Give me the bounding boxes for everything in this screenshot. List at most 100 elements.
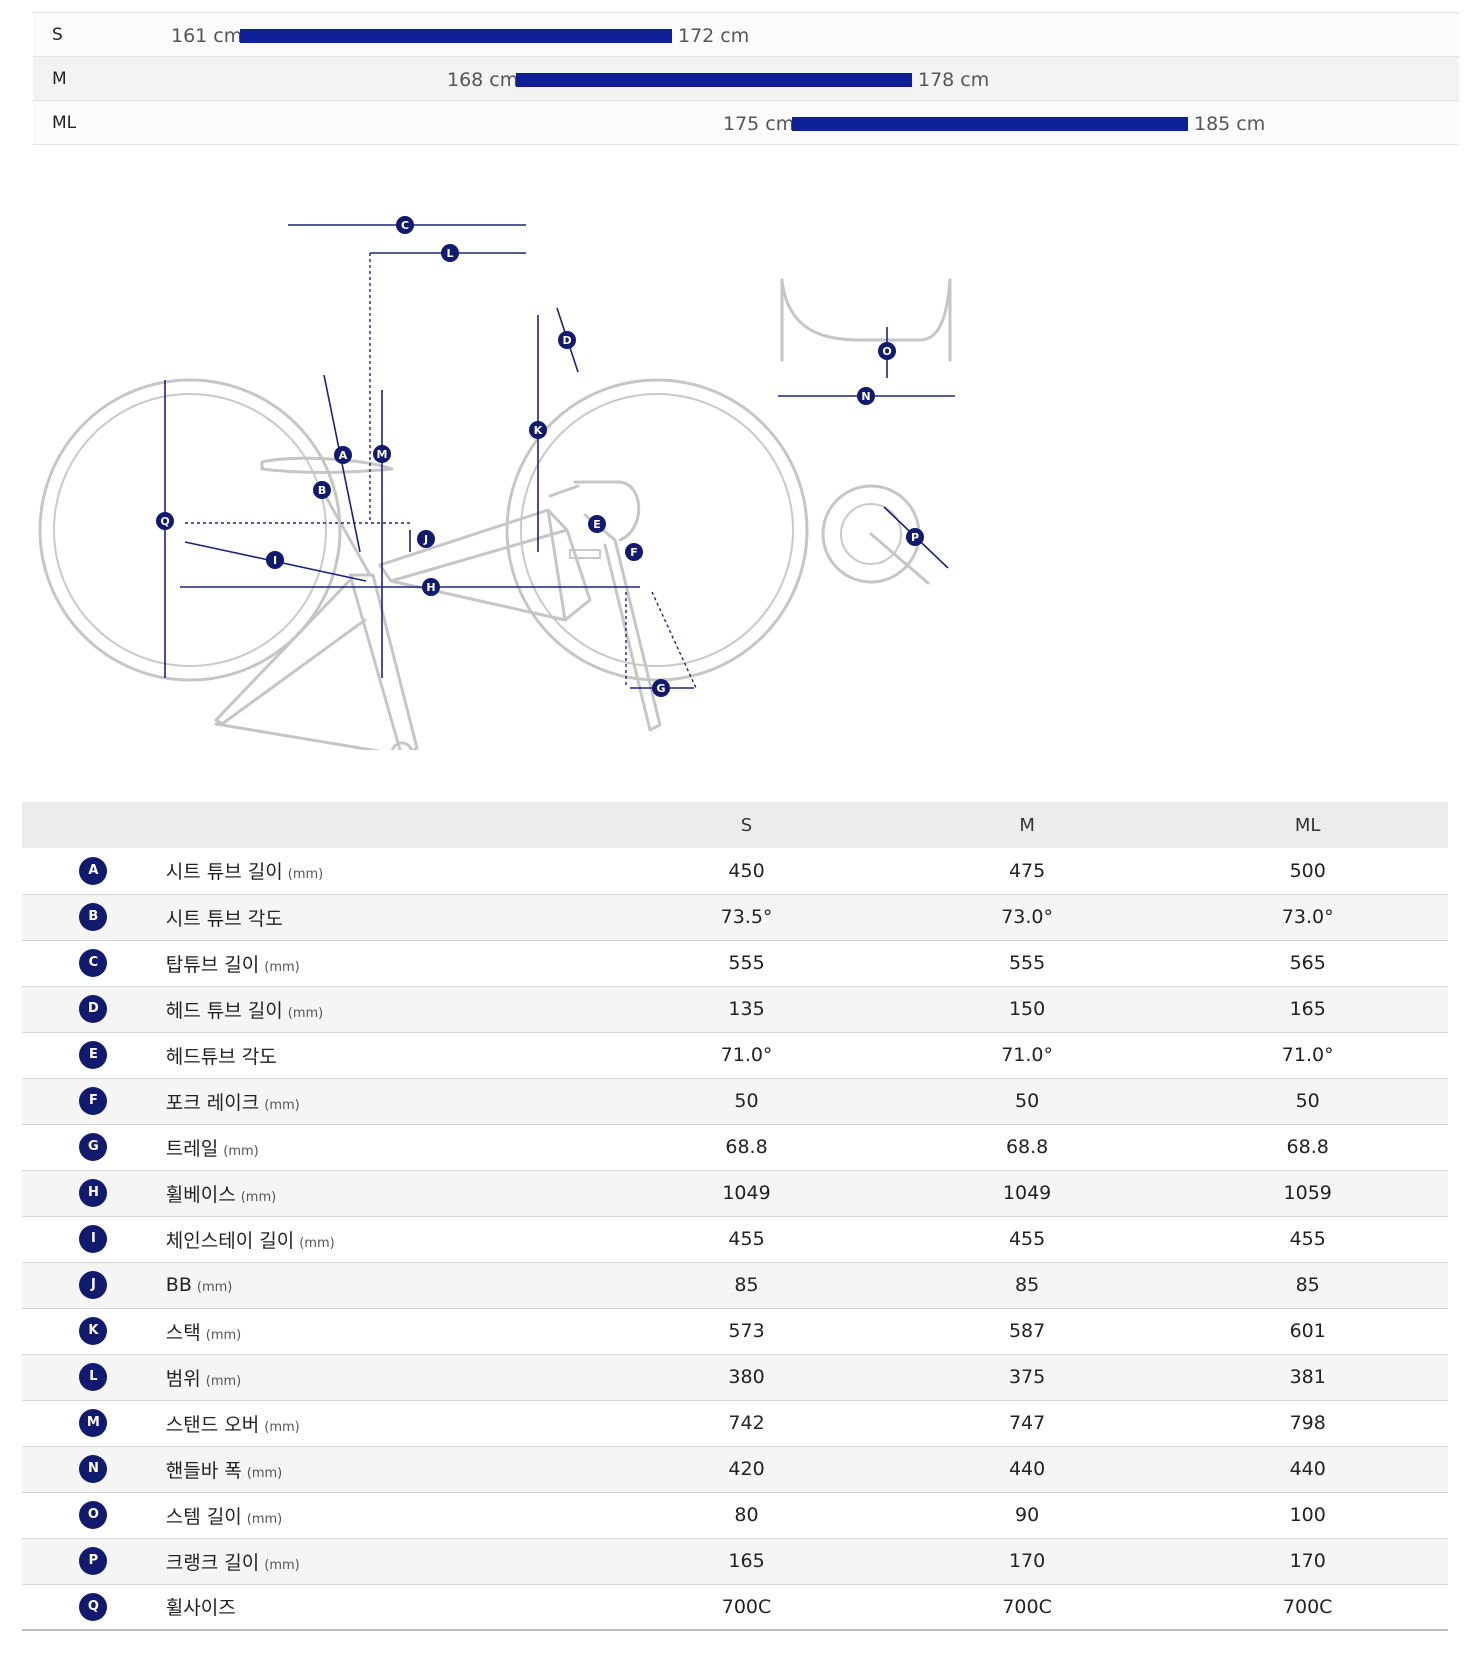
dimension-unit: (mm) bbox=[299, 1235, 335, 1251]
dimension-unit: (mm) bbox=[205, 1327, 242, 1343]
table-row: O 스템 길이 (mm) 80 90 100 bbox=[22, 1492, 1448, 1538]
value-cell-m: 71.0° bbox=[1001, 1044, 1053, 1066]
value-cell-s: 573 bbox=[728, 1320, 765, 1342]
value-cell-m: 90 bbox=[1015, 1504, 1040, 1526]
row-label-cell: 트레일 (mm) bbox=[165, 1124, 606, 1170]
table-row: D 헤드 튜브 길이 (mm) 135 150 165 bbox=[22, 986, 1448, 1032]
marker-o: O bbox=[878, 342, 896, 360]
table-row: N 핸들바 폭 (mm) 420 440 440 bbox=[22, 1446, 1448, 1492]
row-label-cell: 스택 (mm) bbox=[165, 1308, 606, 1354]
svg-text:F: F bbox=[630, 546, 638, 559]
row-badge-cell: L bbox=[22, 1354, 165, 1400]
row-badge-cell: G bbox=[22, 1124, 165, 1170]
row-label-cell: 헤드 튜브 길이 (mm) bbox=[165, 986, 606, 1032]
crankset-illustration bbox=[821, 484, 949, 585]
value-cell-m: 440 bbox=[1008, 1458, 1046, 1480]
value-cell-s: 455 bbox=[728, 1228, 765, 1250]
value-cell-m: 475 bbox=[1008, 859, 1046, 882]
table-row: J BB (mm) 85 85 85 bbox=[22, 1262, 1448, 1308]
diagram-markers: A B C D E F G H I J K L M N O P Q bbox=[156, 216, 924, 697]
table-header-row: S M ML bbox=[22, 802, 1448, 848]
seat-stay bbox=[214, 576, 367, 726]
column-header-s: S bbox=[740, 814, 753, 836]
dimension-letter-badge: C bbox=[79, 949, 108, 977]
value-cell-ml: 565 bbox=[1289, 952, 1326, 974]
svg-text:M: M bbox=[377, 448, 388, 461]
value-cell-m: 73.0° bbox=[1001, 906, 1053, 928]
svg-text:A: A bbox=[339, 449, 348, 462]
dimension-unit: (mm) bbox=[264, 1557, 300, 1573]
svg-text:P: P bbox=[911, 531, 919, 544]
dimension-label: BB bbox=[165, 1274, 192, 1296]
value-cell-m: 587 bbox=[1008, 1320, 1046, 1342]
drop-handlebar bbox=[573, 480, 641, 542]
value-cell-m: 375 bbox=[1008, 1366, 1046, 1388]
dimension-label: 트레일 bbox=[165, 1137, 219, 1160]
dimension-unit: (mm) bbox=[196, 1280, 233, 1295]
svg-text:N: N bbox=[861, 390, 870, 403]
table-row: F 포크 레이크 (mm) 50 50 50 bbox=[22, 1078, 1448, 1124]
value-cell-s: 450 bbox=[728, 859, 765, 882]
row-badge-cell: E bbox=[22, 1032, 165, 1078]
value-cell-s: 85 bbox=[734, 1274, 759, 1296]
dimension-letter-badge: I bbox=[79, 1225, 108, 1253]
value-cell-ml: 85 bbox=[1295, 1274, 1320, 1296]
dimension-label: 스택 bbox=[165, 1321, 201, 1344]
value-cell-ml: 170 bbox=[1289, 1550, 1326, 1572]
row-label-cell: 헤드튜브 각도 bbox=[165, 1032, 606, 1078]
marker-k: K bbox=[529, 421, 547, 439]
value-cell-ml: 798 bbox=[1289, 1412, 1326, 1434]
marker-j: J bbox=[417, 530, 435, 548]
value-cell-s: 80 bbox=[734, 1504, 759, 1526]
value-cell-m: 170 bbox=[1008, 1550, 1046, 1572]
svg-text:O: O bbox=[882, 345, 891, 358]
value-cell-ml: 165 bbox=[1289, 998, 1326, 1020]
svg-text:D: D bbox=[562, 334, 571, 347]
table-row: Q 휠사이즈 700C 700C 700C bbox=[22, 1584, 1448, 1630]
header-empty bbox=[165, 802, 606, 848]
row-badge-cell: K bbox=[22, 1308, 165, 1354]
value-cell-ml: 381 bbox=[1289, 1366, 1326, 1388]
value-cell-ml: 68.8 bbox=[1286, 1136, 1329, 1158]
row-badge-cell: H bbox=[22, 1170, 165, 1216]
row-label-cell: 탑튜브 길이 (mm) bbox=[165, 940, 606, 986]
dimension-label: 크랭크 길이 bbox=[165, 1551, 260, 1574]
fork bbox=[583, 513, 662, 732]
dimension-letter-badge: B bbox=[79, 903, 108, 931]
dimension-letter-badge: G bbox=[79, 1133, 108, 1161]
table-row: E 헤드튜브 각도 71.0° 71.0° 71.0° bbox=[22, 1032, 1448, 1078]
value-cell-m: 50 bbox=[1015, 1090, 1040, 1112]
dimension-unit: (mm) bbox=[287, 867, 324, 883]
row-label-cell: 포크 레이크 (mm) bbox=[165, 1078, 606, 1124]
size-max-height: 185 cm bbox=[1194, 113, 1266, 135]
value-cell-ml: 100 bbox=[1289, 1504, 1326, 1526]
row-badge-cell: A bbox=[22, 848, 165, 894]
value-cell-ml: 440 bbox=[1289, 1458, 1326, 1480]
row-label-cell: 스탠드 오버 (mm) bbox=[165, 1400, 606, 1446]
row-label-cell: 체인스테이 길이 (mm) bbox=[165, 1216, 606, 1262]
dimension-label: 시트 튜브 길이 bbox=[165, 861, 283, 884]
value-cell-s: 165 bbox=[728, 1550, 765, 1572]
value-cell-m: 150 bbox=[1008, 998, 1046, 1020]
row-badge-cell: P bbox=[22, 1538, 165, 1584]
row-badge-cell: I bbox=[22, 1216, 165, 1262]
header-empty bbox=[22, 802, 165, 848]
geometry-table: S M ML A 시트 튜브 길이 (mm) 450 475 500 B 시트 튜브 각도 73… bbox=[22, 802, 1448, 1631]
chain-stay bbox=[214, 722, 382, 750]
row-badge-cell: C bbox=[22, 940, 165, 986]
bike-illustration bbox=[38, 378, 809, 750]
dimension-label: 핸들바 폭 bbox=[165, 1459, 242, 1482]
value-cell-s: 742 bbox=[728, 1412, 765, 1434]
dimension-label: 범위 bbox=[165, 1367, 201, 1390]
dimension-letter-badge: F bbox=[79, 1087, 108, 1115]
row-badge-cell: D bbox=[22, 986, 165, 1032]
table-row: K 스택 (mm) 573 587 601 bbox=[22, 1308, 1448, 1354]
column-header-ml: ML bbox=[1294, 814, 1321, 836]
row-badge-cell: J bbox=[22, 1262, 165, 1308]
marker-f: F bbox=[625, 543, 643, 561]
dimension-unit: (mm) bbox=[223, 1143, 259, 1159]
table-row: C 탑튜브 길이 (mm) 555 555 565 bbox=[22, 940, 1448, 986]
value-cell-m: 747 bbox=[1008, 1412, 1046, 1434]
saddle bbox=[260, 456, 394, 474]
dimension-letter-badge: H bbox=[79, 1179, 108, 1207]
